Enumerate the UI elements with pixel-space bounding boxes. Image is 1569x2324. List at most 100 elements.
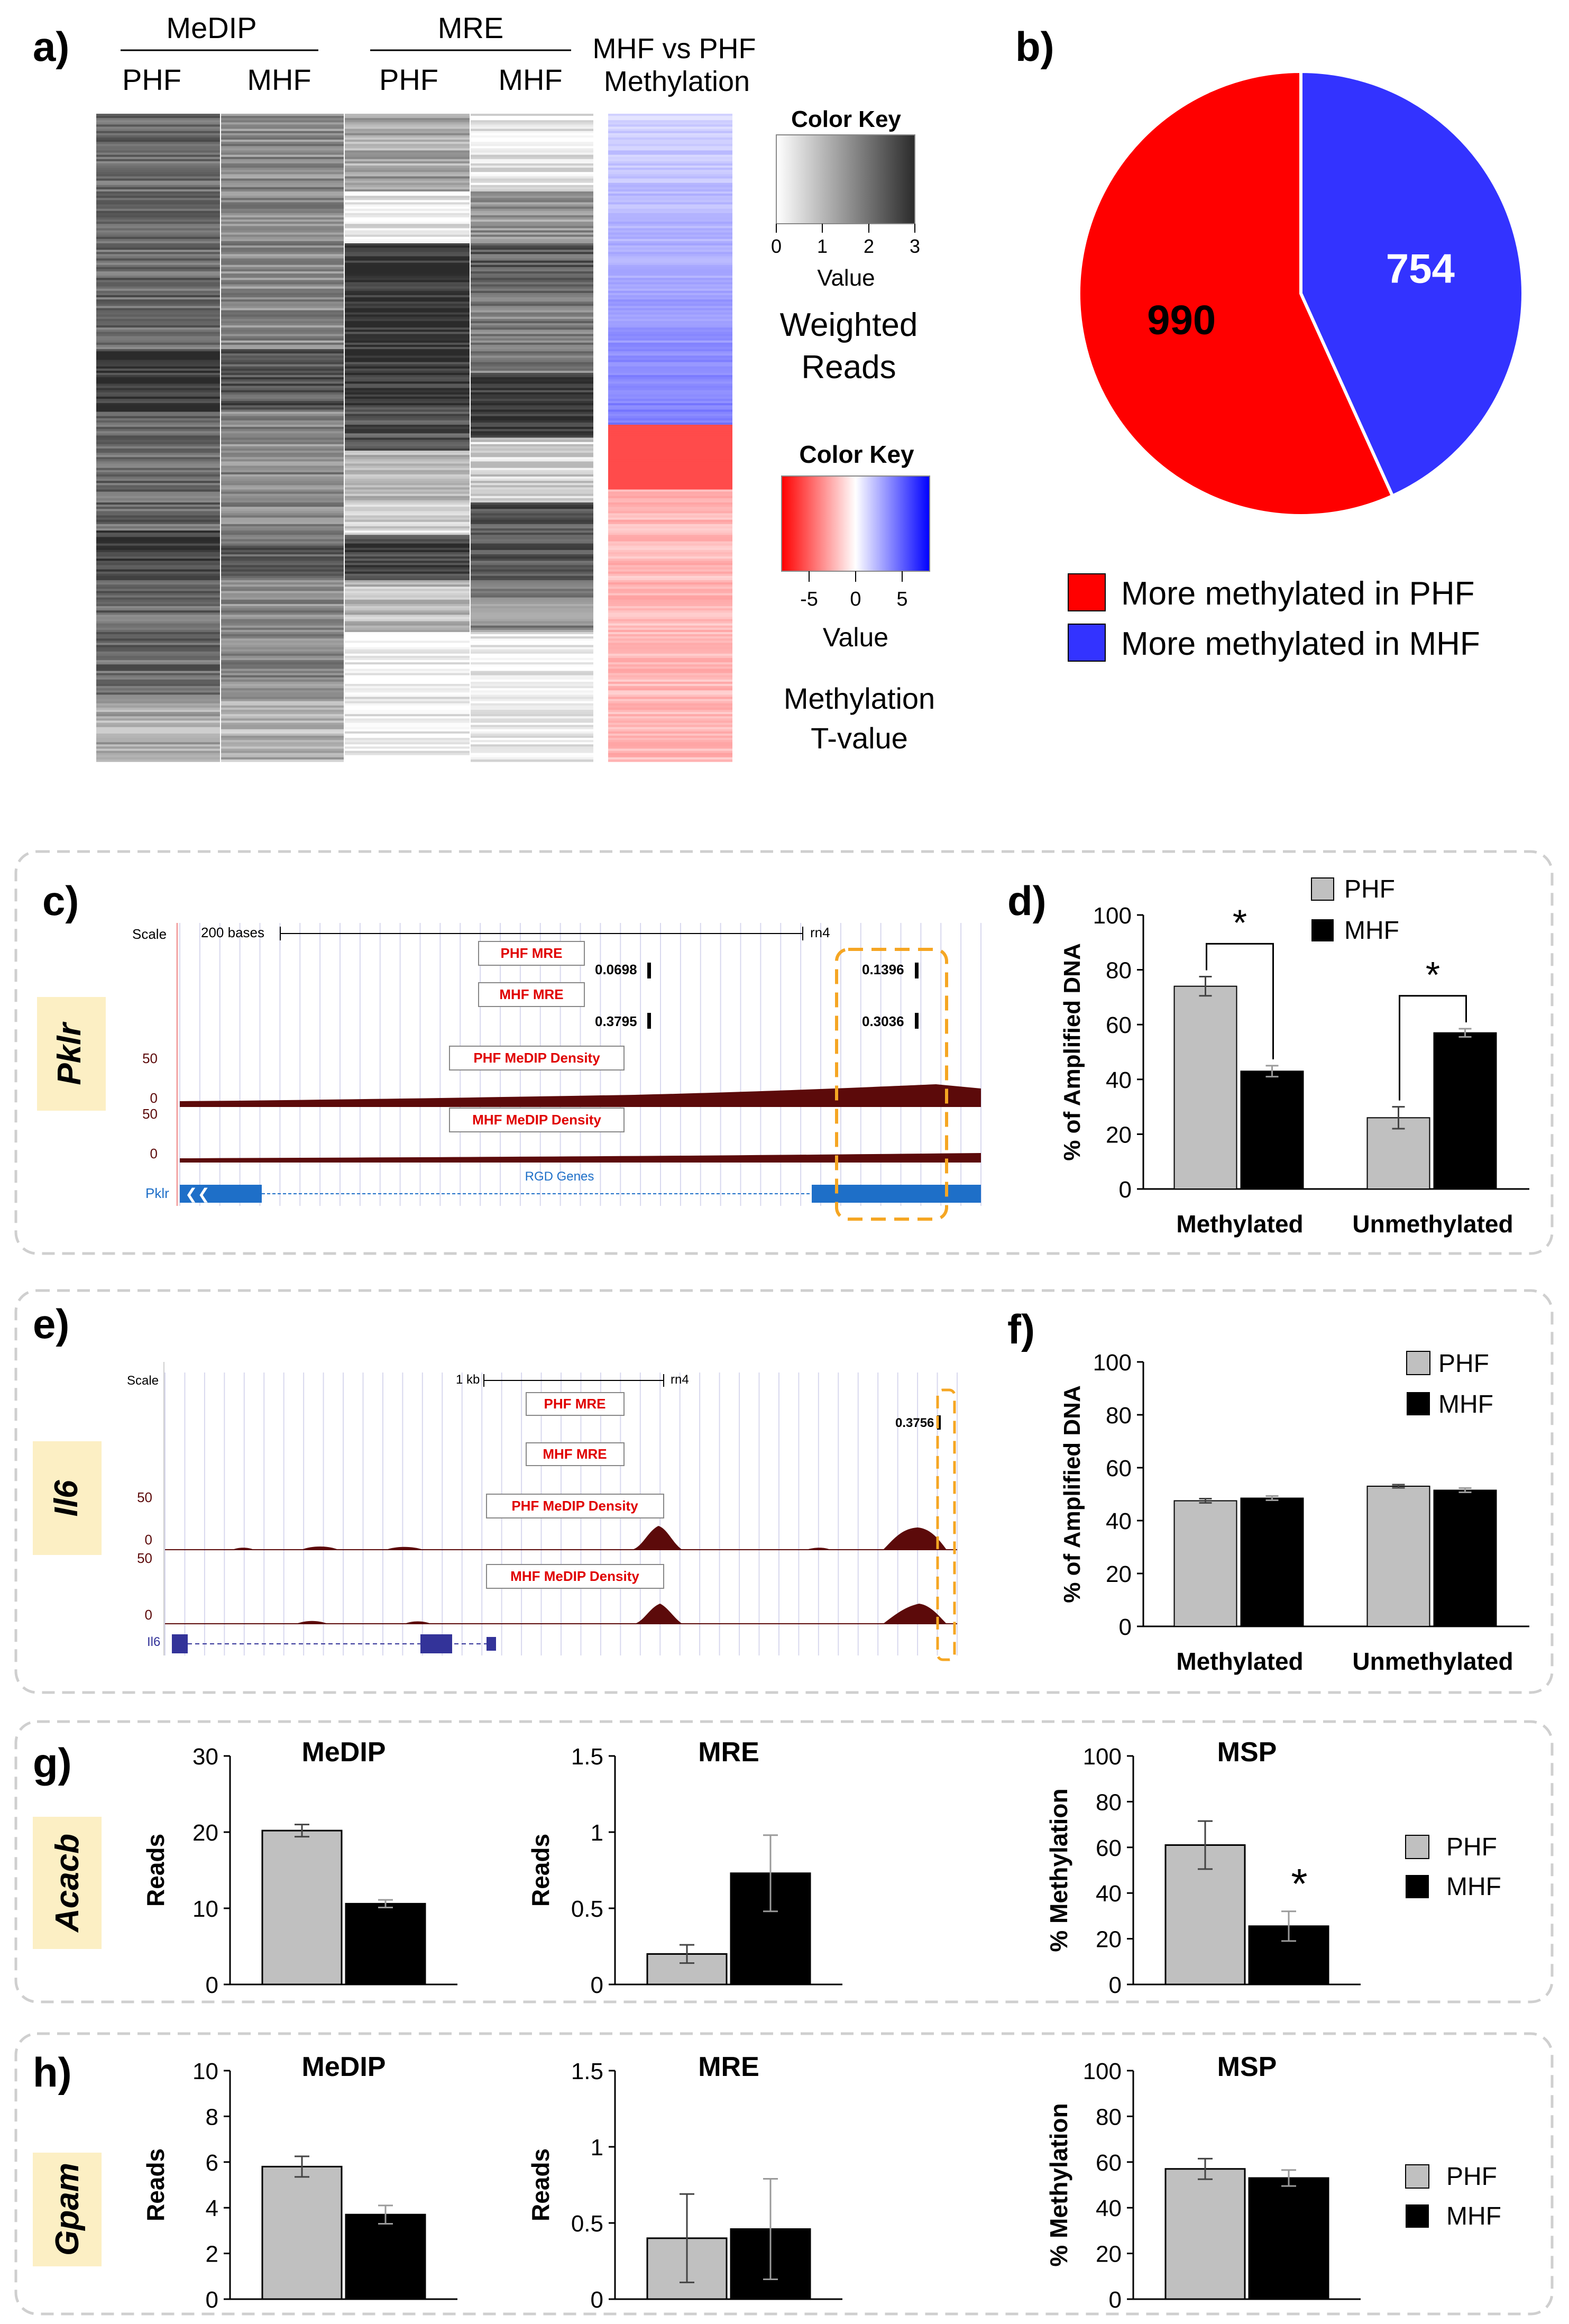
key2-tick: -5	[800, 588, 818, 610]
heatmap-cell	[221, 485, 344, 488]
medip-density-track-phf-c	[180, 1084, 981, 1107]
heatmap-cell	[608, 168, 732, 170]
heatmap-cell	[345, 204, 470, 207]
heatmap-cell	[221, 399, 344, 401]
heatmap-cell	[96, 725, 220, 728]
heatmap-cell	[345, 215, 470, 218]
heatmap-cell	[471, 627, 593, 630]
heatmap-cell	[345, 720, 470, 724]
axis-50-c2: 50	[142, 1106, 158, 1122]
heatmap-cell	[96, 493, 220, 497]
heatmap-cell	[221, 198, 344, 200]
heatmap-cell	[345, 355, 470, 359]
heatmap-cell	[471, 396, 593, 399]
heatmap-cell	[96, 224, 220, 226]
heatmap-cell	[96, 543, 220, 546]
heatmap-cell	[96, 446, 220, 449]
heatmap-cell	[471, 170, 593, 172]
heatmap-cell	[608, 327, 732, 330]
heatmap-cell	[608, 483, 732, 486]
heatmap-cell	[96, 126, 220, 130]
heatmap-cell	[345, 399, 470, 401]
heatmap-cell	[471, 621, 593, 624]
heatmap-cell	[608, 655, 732, 658]
heatmap-cell	[221, 526, 344, 529]
heatmap-cell	[96, 187, 220, 190]
heatmap-cell	[471, 245, 593, 248]
heatmap-cell	[471, 166, 593, 168]
heatmap-cell	[608, 459, 732, 462]
heatmap-cell	[221, 703, 344, 706]
heatmap-cell	[96, 234, 220, 237]
mre-mark	[915, 963, 919, 978]
heatmap-cell	[345, 727, 470, 730]
heatmap-cell	[96, 701, 220, 704]
heatmap-cell	[471, 533, 593, 535]
heatmap-cell	[345, 731, 470, 734]
heatmap-cell	[96, 465, 220, 469]
heatmap-cell	[96, 498, 220, 501]
heatmap-cell	[221, 681, 344, 684]
heatmap-cell	[471, 569, 593, 572]
heatmap-cell	[96, 710, 220, 712]
heatmap-cell	[96, 580, 220, 583]
heatmap-cell	[471, 559, 593, 561]
heatmap-cell	[96, 394, 220, 397]
heatmap-cell	[221, 647, 344, 650]
heatmap-cell	[221, 587, 344, 589]
heatmap-cell	[608, 366, 732, 369]
heatmap-cell	[221, 629, 344, 633]
heatmap-cell	[96, 561, 220, 563]
heatmap-cell	[96, 282, 220, 285]
heatmap-cell	[471, 571, 593, 574]
heatmap-cell	[221, 707, 344, 710]
y-tick-label: 80	[1106, 1403, 1132, 1429]
heatmap-cell	[345, 746, 470, 749]
heatmap-cell	[96, 381, 220, 385]
heatmap-cell	[471, 744, 593, 747]
heatmap-cell	[345, 591, 470, 594]
bar-phf	[261, 1829, 343, 1986]
key1-tick: 0	[771, 235, 782, 257]
heatmap-cell	[471, 442, 593, 445]
heatmap-cell	[471, 142, 593, 144]
heatmap-cell	[345, 269, 470, 272]
heatmap-cell	[345, 254, 470, 257]
heatmap-cell	[471, 182, 593, 186]
heatmap-cell	[221, 340, 344, 343]
heatmap-cell	[221, 455, 344, 458]
heatmap-cell	[608, 451, 732, 453]
heatmap-cell	[608, 243, 732, 246]
heatmap-cell	[96, 716, 220, 719]
heatmap-cell	[96, 411, 220, 415]
heatmap-cell	[96, 651, 220, 654]
heatmap-cell	[608, 353, 732, 356]
heatmap-cell	[96, 264, 220, 268]
heatmap-cell	[96, 746, 220, 749]
heatmap-cell	[221, 714, 344, 717]
heatmap-cell	[345, 120, 470, 123]
heatmap-cell	[608, 306, 732, 309]
heatmap-cell	[608, 392, 732, 395]
heatmap-cell	[96, 573, 220, 577]
significance-bracket	[1399, 995, 1467, 1101]
heatmap-cell	[471, 543, 593, 546]
heatmap-cell	[345, 168, 470, 170]
heatmap-cell	[608, 154, 732, 158]
heatmap-cell	[345, 342, 470, 345]
legend-label-mhf: More methylated in MHF	[1121, 626, 1480, 662]
col-label-mre-mhf: MHF	[498, 63, 562, 96]
bar-phf	[261, 2165, 343, 2300]
heatmap-cell	[221, 174, 344, 177]
heatmap-cell	[471, 671, 593, 674]
track-label-box-phf-mre-c	[478, 941, 585, 966]
heatmap-cell	[471, 204, 593, 207]
heatmap-cell	[471, 358, 593, 361]
heatmap-cell	[345, 517, 470, 520]
legend-swatch-phf-h	[1405, 2164, 1429, 2189]
gene-label-il6: Il6	[48, 1480, 85, 1516]
